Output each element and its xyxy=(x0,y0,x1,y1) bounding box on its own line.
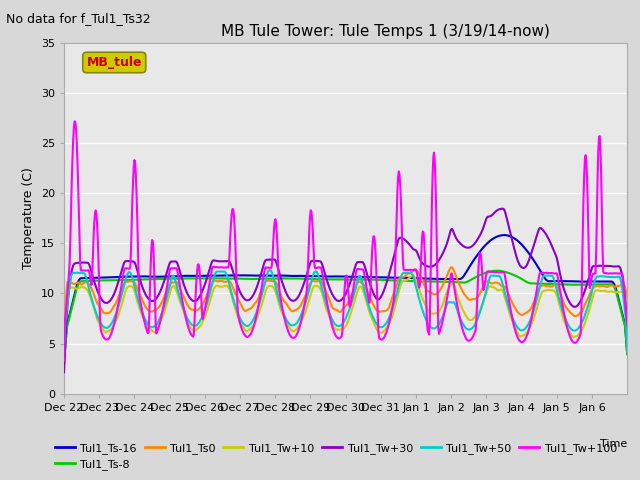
Text: Time: Time xyxy=(600,439,627,449)
Title: MB Tule Tower: Tule Temps 1 (3/19/14-now): MB Tule Tower: Tule Temps 1 (3/19/14-now… xyxy=(221,24,550,39)
Y-axis label: Temperature (C): Temperature (C) xyxy=(22,168,35,269)
Legend: Tul1_Ts-16, Tul1_Ts-8, Tul1_Ts0, Tul1_Tw+10, Tul1_Tw+30, Tul1_Tw+50, Tul1_Tw+100: Tul1_Ts-16, Tul1_Ts-8, Tul1_Ts0, Tul1_Tw… xyxy=(51,438,621,474)
Text: MB_tule: MB_tule xyxy=(86,56,142,69)
Text: No data for f_Tul1_Ts32: No data for f_Tul1_Ts32 xyxy=(6,12,151,25)
